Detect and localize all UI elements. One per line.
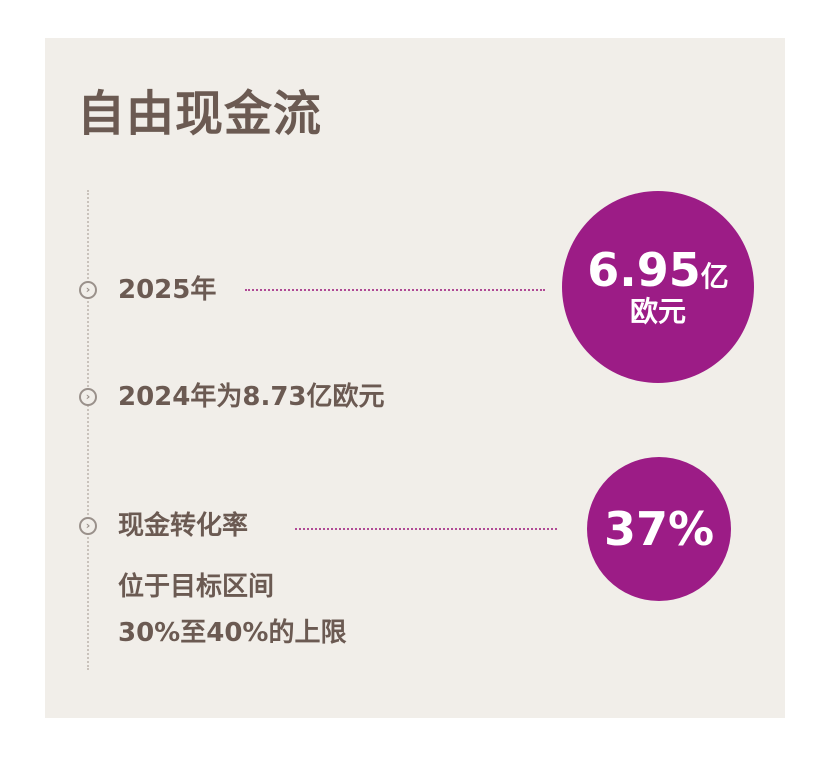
fcf-currency: 欧元	[629, 295, 686, 328]
fcf-value: 6.95	[587, 243, 701, 297]
page-title: 自由现金流	[77, 86, 323, 142]
timeline-line	[87, 190, 89, 670]
item-2025-label: 2025年	[118, 275, 217, 305]
chevron-right-circle-icon: ›	[79, 281, 97, 299]
fcf-value-badge: 6.95亿 欧元	[562, 191, 754, 383]
fcf-unit: 亿	[700, 260, 729, 293]
connector-dotted-line	[245, 289, 545, 291]
chevron-right-circle-icon: ›	[79, 388, 97, 406]
item-conversion-label: 现金转化率	[118, 511, 249, 541]
conversion-rate-value: 37%	[603, 502, 715, 556]
conversion-sub-line-2: 30%至40%的上限	[118, 618, 347, 648]
conversion-rate-badge: 37%	[587, 457, 731, 601]
chevron-right-circle-icon: ›	[79, 517, 97, 535]
conversion-sub-line-1: 位于目标区间	[118, 572, 275, 602]
connector-dotted-line	[295, 528, 557, 530]
item-2024-label: 2024年为8.73亿欧元	[118, 382, 385, 412]
